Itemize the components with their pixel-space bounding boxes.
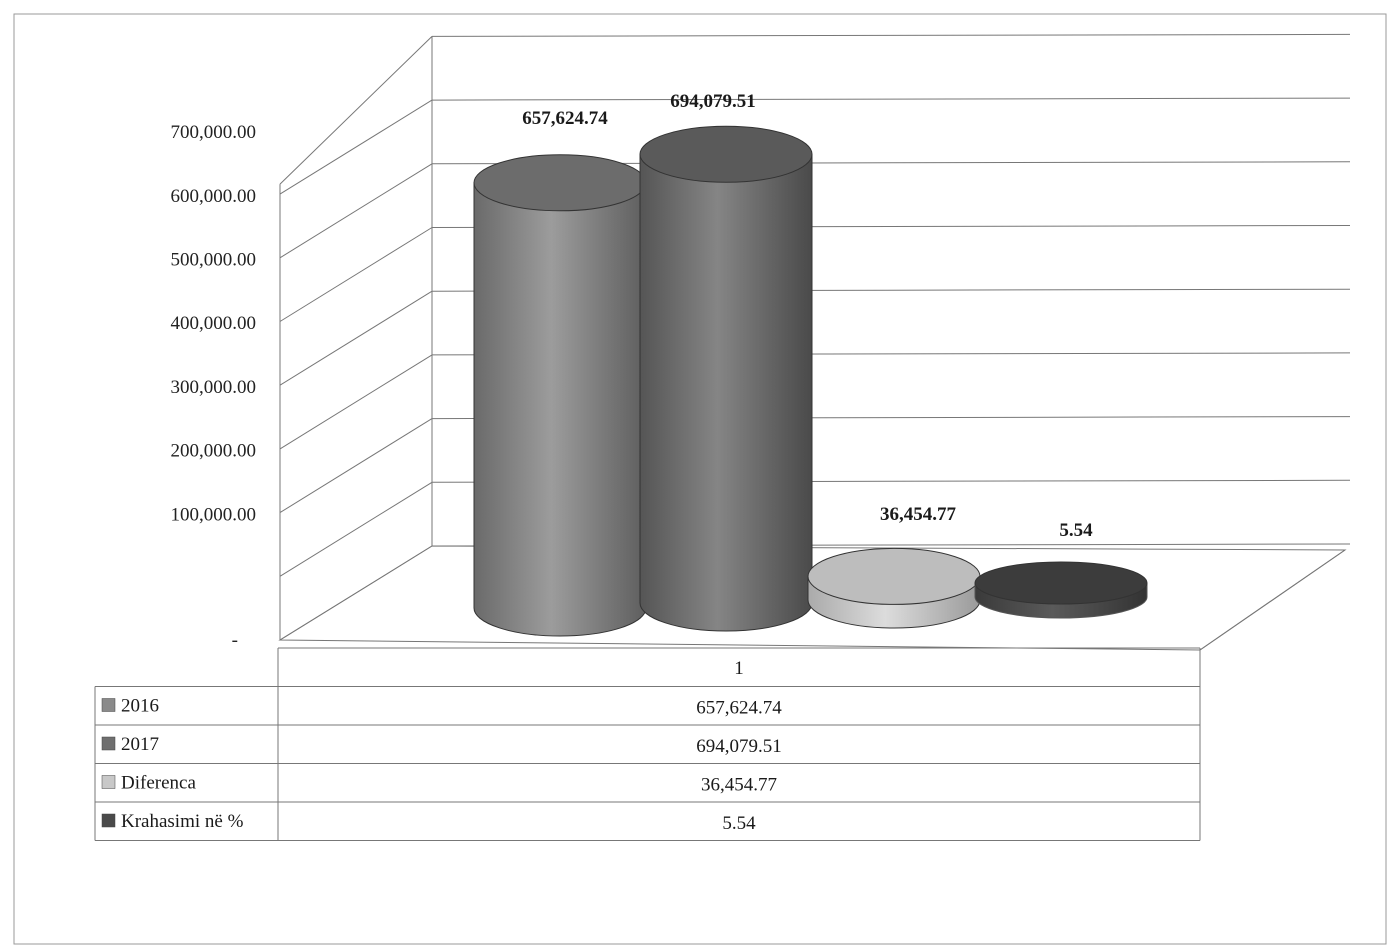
top-back-edge: [431, 33, 1351, 37]
bars: [473, 125, 1148, 637]
bar-2016-body: [473, 182, 647, 637]
data-label: 5.54: [1059, 520, 1093, 541]
bar-2016-cap: [473, 154, 647, 212]
bar-2017-body: [639, 153, 813, 632]
outer-border: [13, 13, 1387, 945]
y-axis-ticks: - 100,000.00 200,000.00 300,000.00 400,000.0…: [171, 122, 257, 651]
side-gridline: [279, 545, 433, 641]
bar-2017-cap: [639, 125, 813, 183]
y-tick-label: 500,000.00: [171, 250, 257, 271]
y-tick-label: -: [232, 630, 238, 651]
side-gridline: [279, 227, 433, 322]
table-value: 657,624.74: [696, 698, 782, 719]
data-label: 694,079.51: [670, 91, 756, 112]
side-gridline: [279, 354, 433, 450]
y-tick-label: 300,000.00: [171, 377, 257, 398]
data-labels: 657,624.74 694,079.51 36,454.77 5.54: [522, 91, 1093, 541]
chart-walls: [278, 33, 1351, 651]
legend-swatch: [101, 736, 116, 751]
y-tick-label: 600,000.00: [171, 186, 257, 207]
side-gridline: [279, 290, 433, 386]
side-gridline: [279, 418, 433, 514]
data-label: 657,624.74: [522, 108, 608, 129]
table-value: 36,454.77: [701, 775, 777, 796]
table-value: 694,079.51: [696, 736, 782, 757]
table-value: 5.54: [722, 813, 756, 834]
bar-krahasimi-n--cap: [974, 561, 1148, 605]
side-gridline: [279, 481, 433, 577]
y-tick-label: 700,000.00: [171, 122, 257, 143]
side-gridline: [279, 163, 433, 259]
series-name: 2017: [121, 734, 159, 755]
legend-swatch: [101, 775, 116, 789]
series-name: 2016: [121, 696, 159, 717]
data-label: 36,454.77: [880, 504, 957, 525]
y-tick-label: 200,000.00: [171, 441, 257, 462]
series-name: Krahasimi në %: [121, 811, 244, 832]
y-tick-label: 100,000.00: [171, 504, 257, 525]
side-gridline: [279, 99, 433, 195]
table-category-header: 1: [734, 658, 744, 679]
bar-diferenca-cap: [807, 547, 981, 605]
legend-swatch: [101, 698, 116, 712]
floor-right-edge: [1199, 549, 1346, 651]
y-tick-label: 400,000.00: [171, 313, 257, 334]
data-table: 1 2016 657,624.74 2017 694,079.51 Diferenca 36…: [94, 647, 1201, 841]
back-gridline: [431, 97, 1351, 101]
series-name: Diferenca: [121, 773, 196, 794]
legend-swatch: [101, 813, 116, 828]
top-side-edge: [279, 36, 433, 185]
